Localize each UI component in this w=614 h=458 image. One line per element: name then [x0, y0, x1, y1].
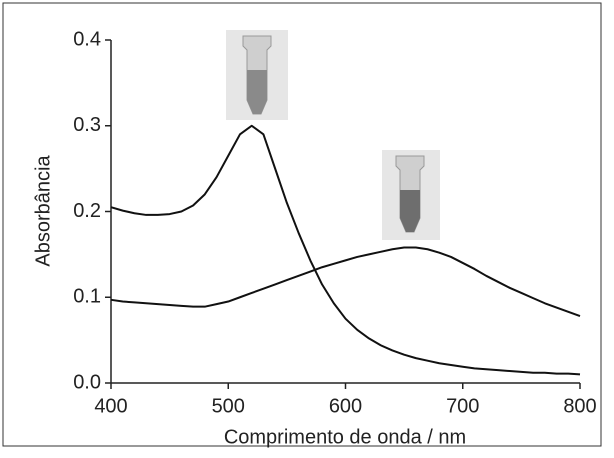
- y-tick-label: 0.0: [73, 371, 101, 393]
- x-tick-label: 600: [329, 395, 362, 417]
- x-tick-label: 500: [212, 395, 245, 417]
- y-tick-label: 0.4: [73, 28, 101, 50]
- cuvette-image: [382, 150, 440, 240]
- spectrum-line: [110, 246, 581, 318]
- x-axis-label: Comprimento de onda / nm: [224, 426, 466, 448]
- x-tick-label: 700: [446, 395, 479, 417]
- figure-frame: [2, 2, 602, 447]
- y-tick-label: 0.3: [73, 114, 101, 136]
- x-tick-label: 800: [563, 395, 596, 417]
- cuvette-image: [226, 30, 288, 120]
- y-tick-label: 0.1: [73, 286, 101, 308]
- spectrum-line: [110, 124, 581, 376]
- x-tick-label: 400: [94, 395, 127, 417]
- y-axis-label: Absorbância: [32, 155, 54, 267]
- y-tick-label: 0.2: [73, 200, 101, 222]
